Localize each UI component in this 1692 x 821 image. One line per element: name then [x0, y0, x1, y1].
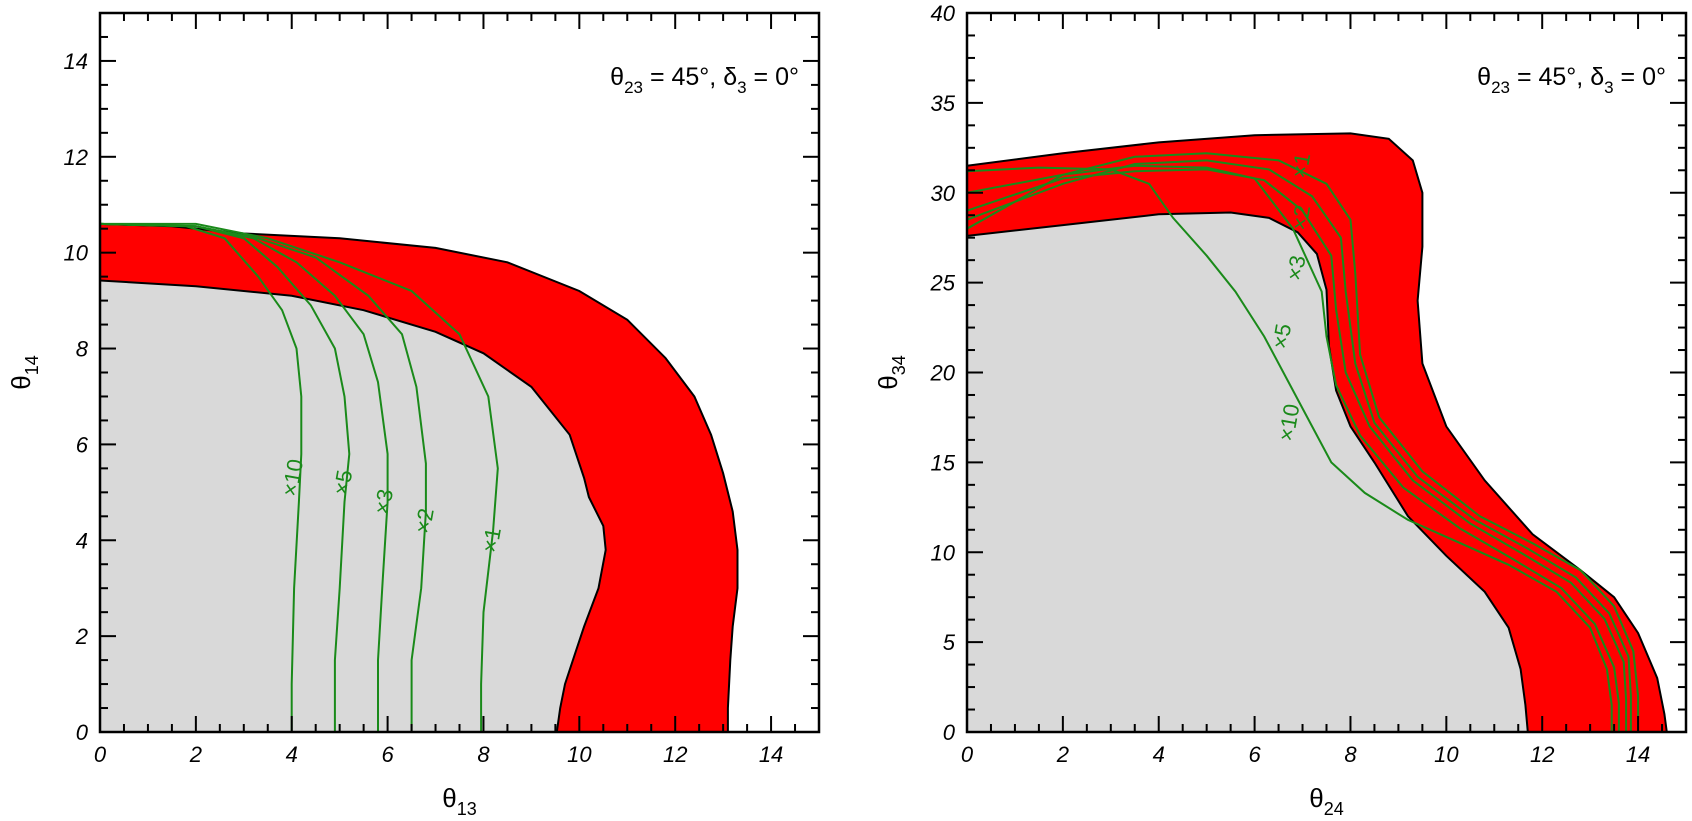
x-axis-label: θ24: [1309, 783, 1344, 819]
y-tick-label: 35: [931, 91, 956, 116]
y-axis-label: θ14: [6, 355, 42, 390]
y-tick-label: 40: [931, 1, 956, 26]
y-tick-label: 14: [64, 49, 88, 74]
x-tick-label: 0: [961, 742, 974, 767]
red-outer-boundary: [100, 222, 739, 732]
x-tick-label: 0: [94, 742, 107, 767]
contour-label: ×5: [328, 468, 357, 497]
y-axis-label: θ34: [873, 355, 909, 390]
x-tick-label: 8: [477, 742, 490, 767]
left-panel: ×1×2×3×5×100 2 4 6 8 10 12 1402468101214θ13θ14θ…: [6, 11, 821, 819]
contour-line: [967, 152, 1640, 732]
x-tick-label: 12: [663, 742, 687, 767]
right-panel: ×1×2×3×5×100 2 4 6 8 10 12 140510152025303540θ2…: [873, 1, 1688, 819]
contour-label: ×2: [410, 506, 439, 535]
x-tick-label: 14: [759, 742, 783, 767]
x-tick-label: 4: [286, 742, 298, 767]
contour-line: [100, 222, 303, 732]
contour-label: ×1: [1286, 151, 1315, 180]
ticks: [966, 12, 1687, 733]
grey-region: [100, 280, 606, 732]
x-tick-label: 8: [1344, 742, 1357, 767]
contour-line: [967, 166, 1613, 732]
x-tick-label: 12: [1530, 742, 1554, 767]
grey-boundary: [967, 211, 1529, 732]
contour-label: ×3: [369, 487, 398, 516]
plot-area: [967, 132, 1668, 732]
y-tick-label: 8: [76, 337, 89, 362]
y-tick-label: 0: [943, 720, 956, 745]
contour-line: [100, 222, 389, 732]
contour-line: [100, 222, 351, 732]
plot-area: [100, 222, 739, 732]
x-tick-label: 2: [189, 742, 202, 767]
contour-line: [967, 168, 1628, 732]
y-tick-label: 10: [931, 540, 956, 565]
x-tick-label: 6: [1248, 742, 1261, 767]
grey-boundary: [100, 279, 607, 732]
y-tick-label: 10: [64, 241, 89, 266]
y-tick-label: 25: [930, 271, 956, 296]
ticks: [99, 12, 820, 733]
x-axis-label: θ13: [442, 783, 477, 819]
contour-label: ×1: [477, 525, 506, 554]
x-tick-label: 10: [567, 742, 592, 767]
y-tick-label: 12: [64, 145, 88, 170]
contour-label: ×5: [1267, 322, 1296, 351]
x-tick-label: 14: [1626, 742, 1650, 767]
y-tick-label: 4: [76, 528, 88, 553]
x-tick-label: 10: [1434, 742, 1459, 767]
contour-label: ×2: [1286, 203, 1315, 232]
y-tick-label: 6: [76, 432, 89, 457]
parameter-annotation: θ23 = 45°, δ3 = 0°: [610, 63, 799, 97]
x-tick-label: 4: [1153, 742, 1165, 767]
y-tick-label: 30: [931, 181, 956, 206]
x-tick-label: 6: [381, 742, 394, 767]
y-tick-label: 15: [931, 450, 956, 475]
y-tick-label: 5: [943, 630, 956, 655]
grey-region: [967, 212, 1528, 732]
parameter-annotation: θ23 = 45°, δ3 = 0°: [1477, 63, 1666, 97]
contour-line: [100, 222, 499, 732]
y-tick-label: 2: [75, 624, 88, 649]
y-tick-label: 0: [76, 720, 89, 745]
y-tick-label: 20: [930, 361, 956, 386]
contour-line: [967, 159, 1632, 732]
x-tick-label: 2: [1056, 742, 1069, 767]
red-outer-boundary: [967, 132, 1668, 732]
contour-label: ×3: [1282, 253, 1311, 282]
contour-line: [967, 164, 1620, 732]
